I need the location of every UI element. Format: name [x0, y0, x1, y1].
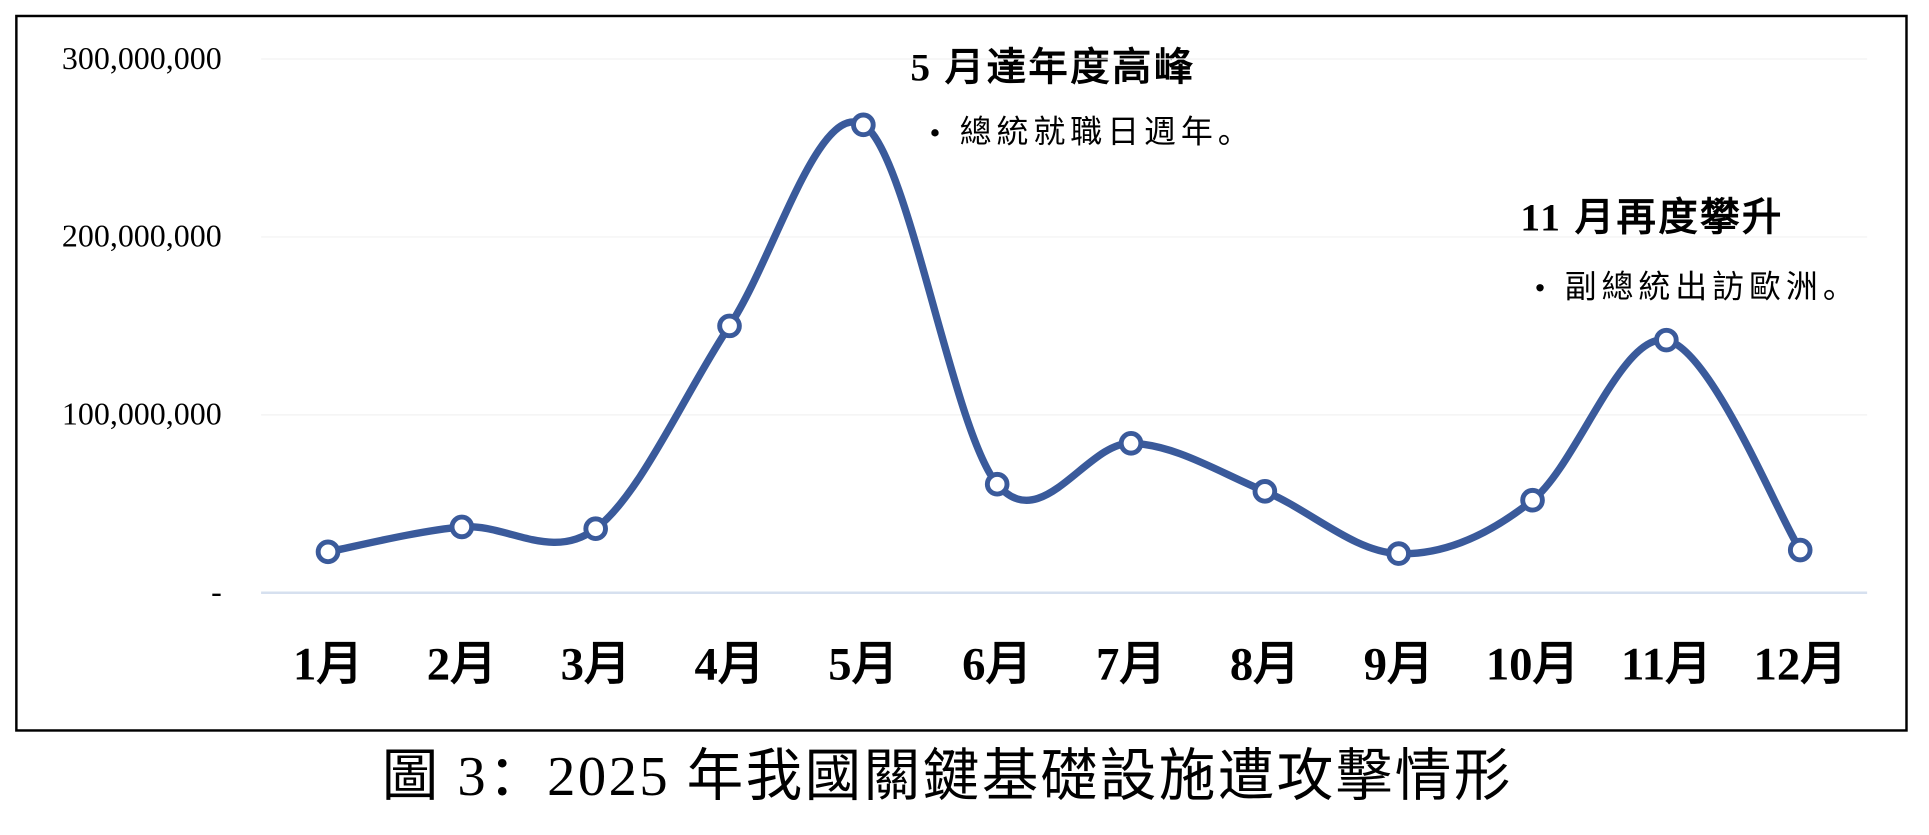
point: [1654, 327, 1679, 353]
x-tick-label: 12月: [1753, 639, 1846, 691]
annotation-title: 5 月達年度高峰: [910, 45, 1195, 89]
x-tick-label: 1月: [293, 639, 363, 691]
bullet: [931, 129, 939, 137]
point: [583, 516, 608, 541]
annotation-note: 總統就職日週年。: [960, 115, 1255, 150]
y-tick-label: 100,000,000: [62, 397, 222, 432]
point: [717, 313, 742, 339]
point: [984, 471, 1010, 497]
y-tick-label: 200,000,000: [62, 219, 222, 254]
x-tick-label: 3月: [561, 639, 631, 691]
bullet: [1536, 284, 1544, 292]
x-tick-label: 2月: [427, 639, 497, 691]
point: [315, 539, 341, 565]
y-tick-label: -: [211, 575, 222, 610]
x-tick-label: 4月: [694, 639, 764, 691]
line: [324, 118, 1804, 558]
y-tick-label: 300,000,000: [62, 41, 222, 76]
annotation-title: 11 月再度攀升: [1520, 195, 1783, 239]
annotation-note: 副總統出訪歐洲。: [1565, 270, 1860, 305]
point: [1252, 479, 1278, 504]
point: [851, 112, 876, 138]
x-tick-label: 6月: [962, 639, 1032, 691]
point: [1118, 431, 1144, 456]
x-tick-label: 11月: [1621, 639, 1712, 691]
point: [449, 514, 475, 540]
x-tick-label: 7月: [1096, 639, 1166, 691]
point: [1386, 541, 1412, 566]
point: [1520, 487, 1545, 513]
x-tick-label: 8月: [1230, 639, 1300, 691]
x-tick-label: 5月: [828, 639, 898, 691]
caption: 圖 3：2025 年我國關鍵基礎設施遭攻擊情形: [382, 746, 1513, 808]
x-tick-label: 9月: [1364, 639, 1434, 691]
chart-frame: [15, 14, 1908, 732]
x-tick-label: 10月: [1486, 639, 1579, 691]
point: [1787, 537, 1813, 563]
